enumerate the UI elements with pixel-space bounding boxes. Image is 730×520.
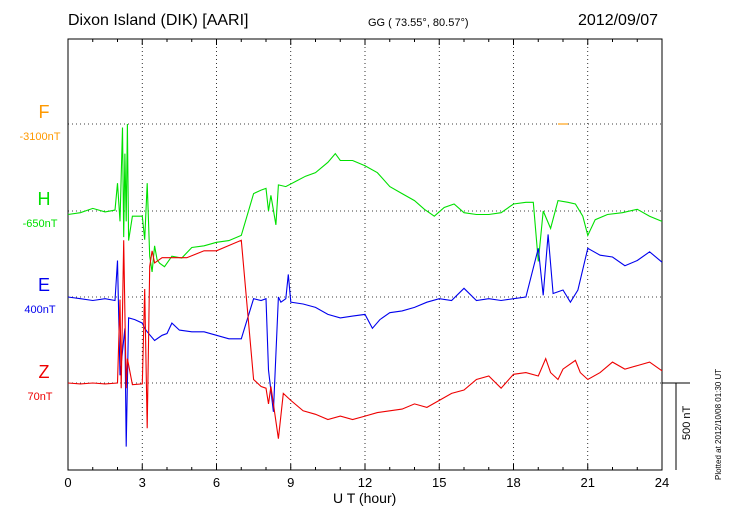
x-tick-label: 12 (358, 475, 372, 490)
series-name-E: E (38, 275, 50, 295)
x-tick-label: 9 (287, 475, 294, 490)
series-lines (67, 123, 663, 447)
scale-bar (662, 382, 690, 470)
plotted-timestamp: Plotted at 2012/10/08 01:30 UT (714, 368, 723, 480)
series-name-H: H (38, 189, 51, 209)
series-baseline-F: -3100nT (20, 131, 61, 143)
x-tick-label: 24 (655, 475, 669, 490)
date-label: 2012/09/07 (578, 12, 659, 29)
series-name-Z: Z (39, 362, 50, 382)
x-tick-label: 21 (581, 475, 595, 490)
series-baseline-Z: 70nT (27, 391, 52, 403)
series-line-E (67, 234, 663, 447)
x-axis-label: U T (hour) (333, 490, 397, 506)
x-tick-label: 0 (64, 475, 71, 490)
grid (68, 39, 662, 470)
x-tick-label: 6 (213, 475, 220, 490)
x-ticks: 0 3 6 9 12 15 18 21 24 (64, 39, 669, 490)
x-tick-label: 3 (139, 475, 146, 490)
series-name-F: F (39, 102, 50, 122)
x-tick-label: 15 (432, 475, 446, 490)
series-line-H (67, 123, 663, 272)
series-baseline-H: -650nT (23, 218, 58, 230)
x-tick-label: 18 (506, 475, 520, 490)
series-line-Z (67, 239, 663, 439)
coords-label: GG ( 73.55°, 80.57°) (368, 17, 469, 29)
station-title: Dixon Island (DIK) [AARI] (68, 12, 249, 29)
scale-bar-label: 500 nT (681, 405, 693, 440)
series-baseline-E: 400nT (24, 304, 55, 316)
series-labels: F -3100nT H -650nT E 400nT Z 70nT (20, 102, 61, 403)
